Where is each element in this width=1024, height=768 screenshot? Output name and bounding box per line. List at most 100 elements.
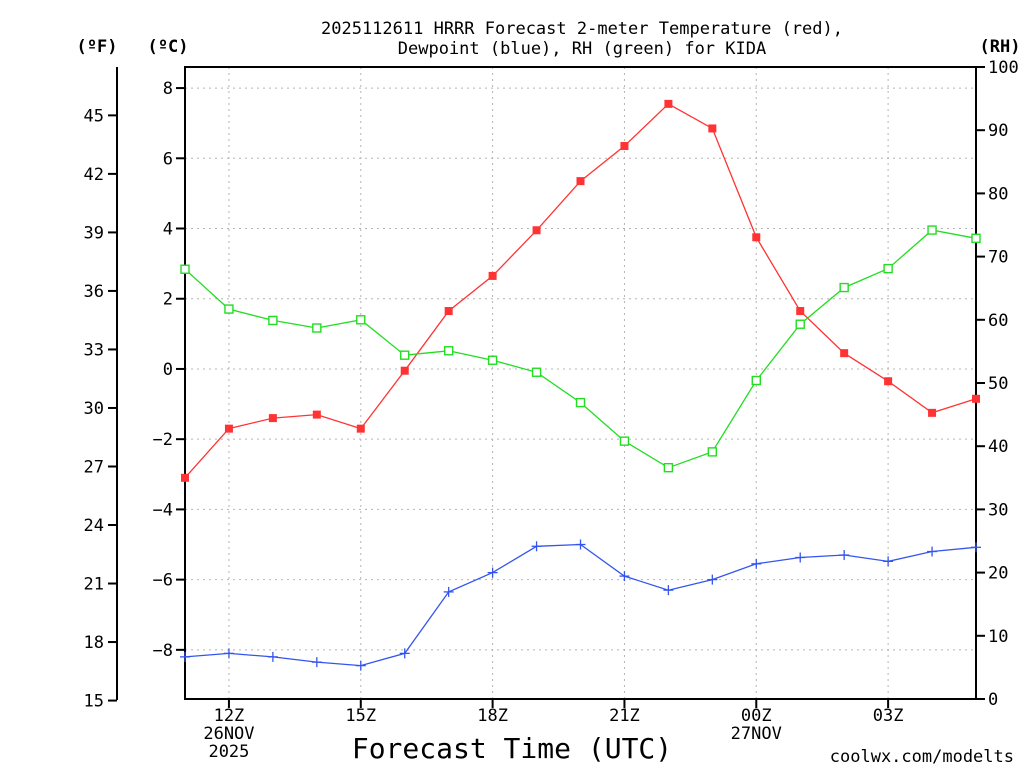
rh-tick-label: 50: [988, 374, 1008, 394]
temperature-point: [708, 124, 717, 133]
x-tick-label: 21Z: [609, 706, 640, 726]
dewpoint-point: [443, 586, 454, 597]
dewpoint-point: [267, 651, 278, 662]
dewpoint-point: [751, 558, 762, 569]
dewpoint-point: [883, 556, 894, 567]
fahrenheit-tick-label: 30: [84, 399, 104, 419]
fahrenheit-tick-label: 36: [84, 282, 104, 302]
dewpoint-point: [795, 552, 806, 563]
x-axis-title: Forecast Time (UTC): [352, 732, 672, 765]
rh-point: [795, 319, 805, 329]
rh-tick-label: 80: [988, 184, 1008, 204]
chart-title-line-1: 2025112611 HRRR Forecast 2-meter Tempera…: [321, 19, 843, 39]
rh-tick-label: 70: [988, 248, 1008, 268]
fahrenheit-tick-label: 45: [84, 106, 104, 126]
rh-point: [575, 397, 586, 408]
rh-point: [356, 315, 366, 325]
celsius-tick-label: 6: [163, 149, 173, 169]
celsius-tick-label: 4: [163, 220, 173, 240]
fahrenheit-tick-label: 42: [84, 165, 104, 185]
celsius-tick-label: 0: [163, 360, 173, 380]
fahrenheit-tick-label: 27: [84, 457, 104, 477]
rh-tick-label: 60: [988, 311, 1008, 331]
x-tick-label: 00Z: [741, 706, 772, 726]
dewpoint-point: [180, 651, 190, 662]
dewpoint-series-line: [184, 543, 977, 667]
dewpoint-point: [399, 648, 410, 659]
rh-tick-label: 20: [988, 564, 1008, 584]
celsius-tick-label: −8: [153, 641, 173, 661]
temperature-point: [752, 233, 761, 242]
dewpoint-point: [707, 574, 718, 585]
celsius-tick-label: −4: [153, 500, 173, 520]
temperature-point: [840, 349, 849, 358]
rh-tick-label: 90: [988, 121, 1008, 141]
dewpoint-point: [355, 660, 366, 671]
rh-tick-label: 0: [988, 690, 998, 710]
fahrenheit-tick-label: 39: [84, 223, 104, 243]
fahrenheit-tick-label: 18: [84, 633, 104, 653]
x-tick-label: 2025: [208, 742, 249, 762]
series-layer: [180, 99, 981, 671]
dewpoint-point: [839, 550, 850, 561]
dewpoint-point: [663, 585, 674, 596]
rh-tick-label: 40: [988, 437, 1008, 457]
celsius-tick-label: −6: [153, 571, 173, 591]
rh-tick-label: 10: [988, 627, 1008, 647]
temperature-point: [312, 410, 321, 419]
temperature-point: [796, 307, 805, 316]
temperature-point: [224, 424, 233, 433]
rh-series-line: [184, 229, 977, 469]
dewpoint-point: [487, 567, 498, 578]
temperature-series-line: [184, 103, 977, 479]
rh-point: [443, 346, 454, 356]
dewpoint-point: [619, 571, 630, 582]
temperature-point: [576, 177, 585, 186]
temperature-point: [356, 424, 365, 433]
dewpoint-point: [971, 542, 981, 553]
dewpoint-point: [531, 541, 542, 552]
rh-axis-unit: (RH): [980, 37, 1021, 57]
x-tick-label: 27NOV: [731, 724, 782, 744]
celsius-tick-label: −2: [153, 430, 173, 450]
rh-point: [531, 367, 542, 377]
temperature-point: [488, 271, 497, 280]
celsius-axis-unit: (ºC): [148, 37, 189, 57]
temperature-point: [972, 394, 980, 403]
x-tick-label: 18Z: [477, 706, 508, 726]
grid-layer: [185, 67, 976, 699]
rh-tick-label: 100: [988, 58, 1019, 78]
rh-tick-label: 30: [988, 500, 1008, 520]
chart-title-line-2: Dewpoint (blue), RH (green) for KIDA: [398, 39, 766, 59]
x-tick-label: 03Z: [873, 706, 904, 726]
rh-point: [180, 264, 190, 274]
rh-point: [927, 225, 937, 235]
rh-point: [839, 282, 849, 293]
rh-point: [619, 436, 630, 446]
rh-point: [883, 263, 893, 274]
rh-point: [971, 233, 981, 243]
fahrenheit-axis-unit: (ºF): [77, 37, 118, 57]
temperature-point: [928, 408, 937, 417]
fahrenheit-tick-label: 21: [84, 575, 104, 595]
temperature-point: [181, 473, 189, 482]
credit-text: coolwx.com/modelts: [830, 747, 1014, 767]
rh-point: [268, 315, 278, 326]
temperature-point: [884, 377, 893, 386]
temperature-point: [664, 99, 673, 108]
x-tick-label: 26NOV: [203, 724, 254, 744]
rh-point: [312, 323, 322, 333]
fahrenheit-tick-label: 15: [84, 692, 104, 712]
dewpoint-point: [927, 546, 938, 557]
dewpoint-point: [575, 539, 586, 550]
temperature-point: [400, 366, 409, 375]
celsius-tick-label: 2: [163, 290, 173, 310]
fahrenheit-tick-label: 33: [84, 340, 104, 360]
rh-point: [751, 375, 761, 386]
dewpoint-point: [223, 648, 234, 659]
fahrenheit-tick-label: 24: [84, 516, 104, 536]
rh-point: [400, 350, 410, 360]
rh-point: [663, 462, 674, 473]
